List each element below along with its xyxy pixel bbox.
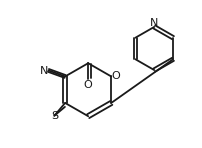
Text: N: N bbox=[150, 18, 158, 28]
Text: O: O bbox=[84, 80, 93, 90]
Text: N: N bbox=[40, 66, 49, 76]
Text: O: O bbox=[112, 71, 121, 81]
Text: S: S bbox=[51, 111, 58, 121]
